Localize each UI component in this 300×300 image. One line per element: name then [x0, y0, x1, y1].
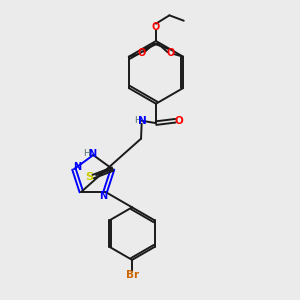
Text: N: N — [99, 191, 107, 201]
Text: N: N — [88, 148, 96, 159]
Text: N: N — [139, 116, 147, 126]
Text: O: O — [137, 48, 146, 58]
Text: O: O — [175, 116, 183, 126]
Text: H: H — [83, 149, 90, 158]
Text: O: O — [152, 22, 160, 32]
Text: Br: Br — [125, 270, 139, 280]
Text: N: N — [74, 162, 82, 172]
Text: O: O — [167, 48, 175, 58]
Text: H: H — [134, 116, 141, 124]
Text: S: S — [85, 172, 94, 182]
